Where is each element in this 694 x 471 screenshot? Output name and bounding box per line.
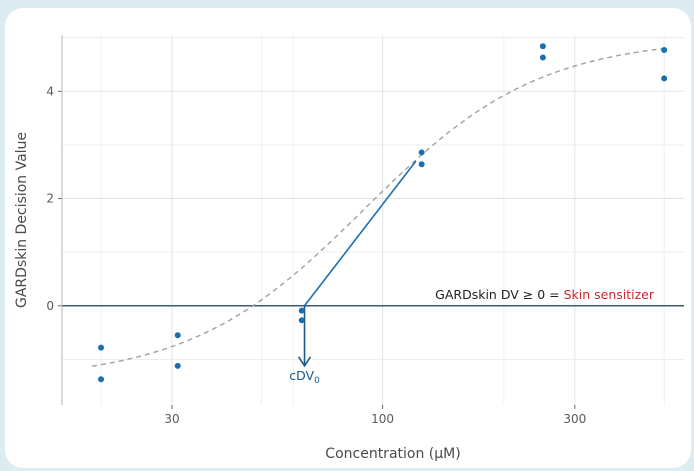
data-point xyxy=(174,332,181,339)
data-point xyxy=(98,376,105,383)
data-point xyxy=(539,43,546,50)
slope-line xyxy=(303,160,417,307)
axes: 30 100 300 0 2 4 xyxy=(46,35,586,426)
data-points xyxy=(98,43,668,383)
data-point xyxy=(298,307,305,314)
x-axis-title: Concentration (µM) xyxy=(325,446,460,462)
cdv-arrow-head xyxy=(297,356,312,368)
x-tick-label: 300 xyxy=(563,412,586,426)
slope-group xyxy=(297,160,417,368)
fit-curve xyxy=(91,47,666,367)
y-axis-title: GARDskin Decision Value xyxy=(14,132,30,308)
cdv-label-subscript: 0 xyxy=(314,376,320,386)
threshold-annotation: GARDskin DV ≥ 0 = Skin sensitizer xyxy=(435,287,655,302)
data-point xyxy=(98,344,105,351)
data-point xyxy=(418,149,425,156)
data-point xyxy=(298,317,305,324)
grid-lines xyxy=(62,35,684,405)
data-point xyxy=(661,75,668,82)
y-tick-label: 0 xyxy=(46,299,54,313)
cdv-label-base: cDV xyxy=(289,368,314,383)
data-point xyxy=(539,54,546,61)
x-tick-label: 100 xyxy=(371,412,394,426)
threshold-annotation-prefix: GARDskin DV ≥ 0 = xyxy=(435,287,563,302)
cdv0-label: cDV0 xyxy=(289,368,320,386)
data-point xyxy=(661,47,668,54)
skin-sensitizer-label: Skin sensitizer xyxy=(564,287,655,302)
data-point xyxy=(174,362,181,369)
x-tick-label: 30 xyxy=(164,412,179,426)
fit-curve-group xyxy=(91,47,666,367)
data-point xyxy=(418,161,425,168)
chart-panel xyxy=(5,8,691,468)
y-tick-label: 4 xyxy=(46,84,54,98)
y-tick-label: 2 xyxy=(46,192,54,206)
